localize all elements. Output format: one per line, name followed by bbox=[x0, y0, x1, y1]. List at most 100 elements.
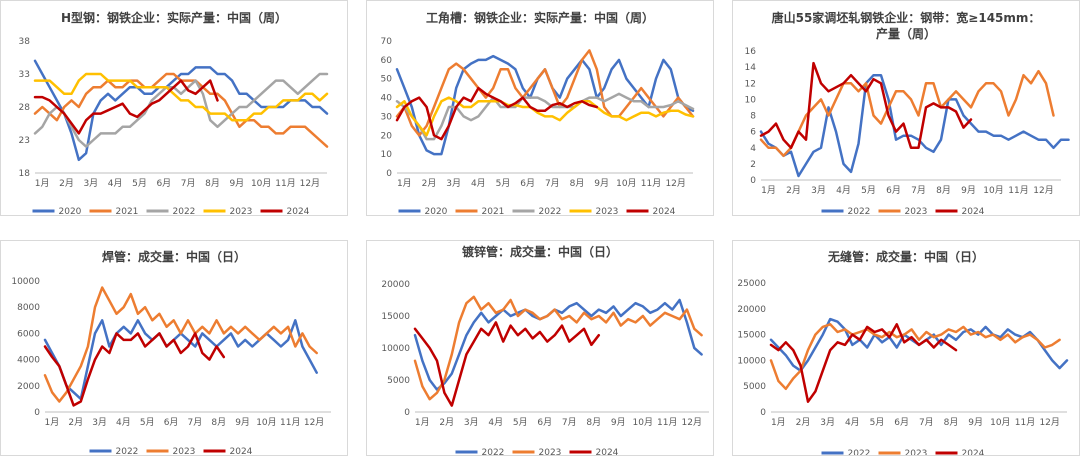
series-line-2022 bbox=[413, 298, 703, 391]
x-tick-label: 5月 bbox=[513, 417, 528, 428]
y-tick-label: 18 bbox=[19, 169, 31, 179]
x-tick-label: 8月 bbox=[205, 178, 220, 189]
x-tick-label: 2月 bbox=[422, 178, 437, 189]
chart-title: 唐山55家调坯轧钢铁企业：钢带：宽≥145mm： 产量（周） bbox=[771, 11, 1041, 41]
y-tick-label: 20000 bbox=[381, 280, 410, 290]
x-tick-label: 12月 bbox=[300, 178, 320, 189]
x-tick-label: 7月 bbox=[911, 185, 926, 196]
x-tick-label: 2月 bbox=[796, 417, 811, 428]
x-tick-label: 8月 bbox=[211, 417, 226, 428]
x-tick-label: 10月 bbox=[990, 417, 1010, 428]
y-tick-label: 0 bbox=[34, 408, 40, 418]
chart-title: 焊管：成交量：中国（日） bbox=[101, 250, 246, 264]
x-tick-label: 6月 bbox=[894, 417, 909, 428]
y-tick-label: 10000 bbox=[11, 277, 40, 287]
x-tick-label: 4月 bbox=[471, 178, 486, 189]
chart-panel-seamless-pipe: 无缝管：成交量：中国（日） 0 5000 10000 15000 20000 25000 1… bbox=[732, 240, 1080, 456]
legend-label: 2024 bbox=[596, 448, 619, 456]
chart-panel-galvanized-pipe: 镀锌管：成交量：中国（日） 0 5000 10000 15000 20000 1月 2月 3月… bbox=[366, 240, 714, 456]
x-tick-label: 9月 bbox=[229, 178, 244, 189]
x-tick-label: 12月 bbox=[665, 178, 685, 189]
x-tick-label: 7月 bbox=[562, 417, 577, 428]
y-tick-label: 10000 bbox=[381, 344, 410, 354]
y-tick-label: 0 bbox=[750, 176, 756, 186]
legend-label: 2022 bbox=[848, 449, 871, 456]
x-tick-label: 5月 bbox=[140, 417, 155, 428]
y-tick-label: 23 bbox=[19, 136, 30, 146]
legend-label: 2024 bbox=[287, 207, 310, 216]
x-tick-label: 7月 bbox=[919, 417, 934, 428]
x-tick-label: 1月 bbox=[35, 178, 50, 189]
x-tick-label: 4月 bbox=[108, 178, 123, 189]
x-tick-label: 12月 bbox=[1039, 417, 1059, 428]
x-tick-label: 10月 bbox=[616, 178, 636, 189]
chart-svg: 0 2000 4000 6000 8000 10000 1月 2月 3月 4月 5月 6月 7月 8月 9月… bbox=[11, 277, 331, 456]
series-line-2024 bbox=[413, 321, 601, 407]
x-tick-label: 3月 bbox=[92, 417, 107, 428]
x-tick-label: 9月 bbox=[235, 417, 250, 428]
x-tick-label: 6月 bbox=[886, 185, 901, 196]
y-tick-label: 5000 bbox=[743, 382, 766, 392]
x-tick-label: 9月 bbox=[611, 417, 626, 428]
series-line-2023 bbox=[413, 295, 703, 401]
x-tick-label: 4月 bbox=[116, 417, 131, 428]
x-tick-label: 3月 bbox=[446, 178, 461, 189]
legend-label: 2022 bbox=[116, 447, 139, 456]
legend-label: 2023 bbox=[230, 207, 253, 216]
y-tick-label: 16 bbox=[745, 47, 757, 57]
chart-svg: 0 5000 10000 15000 20000 25000 1月 2月 3月 4月 5月 6月 7月 8… bbox=[737, 279, 1069, 456]
x-tick-label: 4月 bbox=[488, 417, 503, 428]
chart-svg: 0 10 20 30 40 50 60 70 1月 2月 3月 4月 5月 6月 7月 8月 9月 10月 11月 1… bbox=[381, 37, 695, 216]
y-tick-label: 0 bbox=[404, 408, 410, 418]
x-tick-label: 11月 bbox=[1008, 185, 1028, 196]
x-tick-label: 9月 bbox=[968, 417, 983, 428]
legend-label: 2021 bbox=[116, 207, 139, 216]
y-tick-label: 2 bbox=[750, 160, 756, 170]
x-tick-label: 3月 bbox=[811, 185, 826, 196]
x-tick-label: 11月 bbox=[657, 417, 677, 428]
chart-panel-steel-strip: 唐山55家调坯轧钢铁企业：钢带：宽≥145mm： 产量（周） 0 2 4 6 8 10 12… bbox=[732, 0, 1080, 216]
x-tick-label: 10月 bbox=[983, 185, 1003, 196]
x-tick-label: 5月 bbox=[132, 178, 147, 189]
y-tick-label: 4 bbox=[750, 144, 756, 154]
x-tick-label: 4月 bbox=[836, 185, 851, 196]
x-tick-label: 9月 bbox=[961, 185, 976, 196]
chart-title: H型钢：钢铁企业：实际产量：中国（周） bbox=[60, 11, 288, 25]
chart-title: 工角槽：钢铁企业：实际产量：中国（周） bbox=[425, 11, 654, 25]
y-tick-label: 0 bbox=[760, 408, 766, 418]
legend-label: 2024 bbox=[962, 449, 985, 456]
x-tick-label: 3月 bbox=[464, 417, 479, 428]
legend-label: 2024 bbox=[230, 447, 253, 456]
legend-label: 2022 bbox=[173, 207, 196, 216]
y-tick-label: 15000 bbox=[737, 331, 766, 341]
y-tick-label: 8000 bbox=[17, 303, 40, 313]
x-tick-label: 12月 bbox=[1033, 185, 1053, 196]
x-tick-label: 3月 bbox=[83, 178, 98, 189]
series-line-2021 bbox=[33, 72, 329, 148]
x-tick-label: 9月 bbox=[594, 178, 609, 189]
legend-label: 2024 bbox=[962, 207, 985, 216]
chart-panel-welded-pipe: 焊管：成交量：中国（日） 0 2000 4000 6000 8000 10000 1月 2月 3… bbox=[0, 240, 348, 456]
series-line-2023 bbox=[43, 286, 318, 403]
y-tick-label: 6000 bbox=[17, 329, 40, 339]
x-tick-label: 7月 bbox=[545, 178, 560, 189]
chart-title: 无缝管：成交量：中国（日） bbox=[827, 250, 984, 264]
legend-label: 2024 bbox=[653, 207, 676, 216]
x-tick-label: 2月 bbox=[439, 417, 454, 428]
chart-svg: 0 2 4 6 8 10 12 14 16 1月 2月 3月 4月 5月 6月 7月 8月 9月 10月 11月 12月… bbox=[745, 47, 1070, 216]
x-tick-label: 11月 bbox=[1015, 417, 1035, 428]
x-tick-label: 1月 bbox=[761, 185, 776, 196]
x-tick-label: 5月 bbox=[861, 185, 876, 196]
x-tick-label: 7月 bbox=[188, 417, 203, 428]
x-tick-label: 8月 bbox=[570, 178, 585, 189]
legend-label: 2020 bbox=[59, 207, 82, 216]
y-tick-label: 20 bbox=[381, 131, 393, 141]
x-tick-label: 4月 bbox=[845, 417, 860, 428]
chart-panel-section-steel: 工角槽：钢铁企业：实际产量：中国（周） 0 10 20 30 40 50 60 70 1月 2月 3… bbox=[366, 0, 714, 216]
x-tick-label: 11月 bbox=[641, 178, 661, 189]
x-tick-label: 2月 bbox=[786, 185, 801, 196]
legend-label: 2023 bbox=[596, 207, 619, 216]
series-line-2024 bbox=[759, 61, 973, 150]
x-tick-label: 5月 bbox=[870, 417, 885, 428]
x-tick-label: 2月 bbox=[59, 178, 74, 189]
